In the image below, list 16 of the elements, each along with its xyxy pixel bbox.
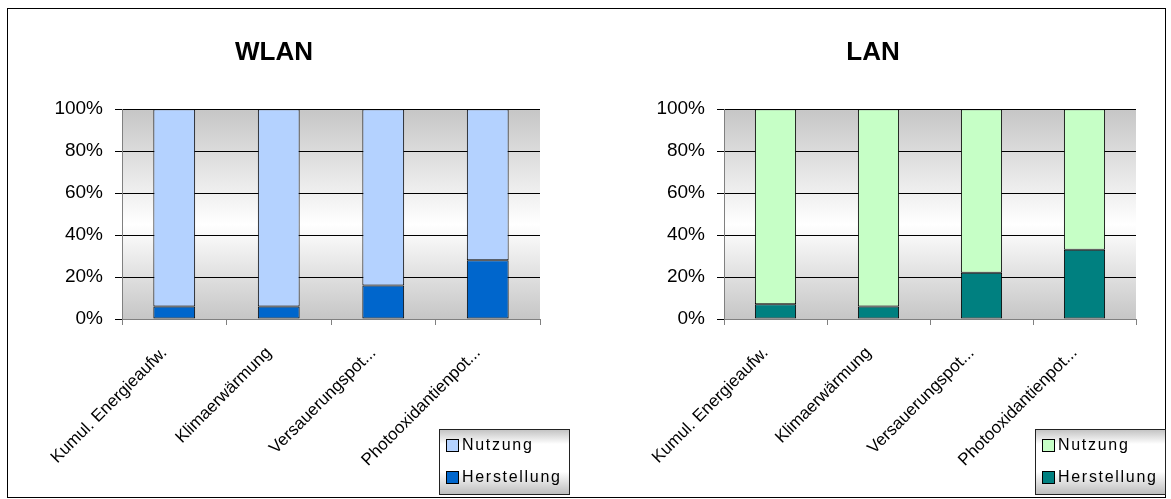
legend-label: Herstellung: [1058, 468, 1158, 486]
y-tick-label: 20%: [64, 265, 104, 287]
y-tick-label: 100%: [54, 97, 104, 119]
y-tick-label: 40%: [64, 223, 104, 245]
legend-label: Herstellung: [462, 468, 562, 486]
y-tick-label: 80%: [666, 139, 706, 161]
y-tick-label: 60%: [64, 181, 104, 203]
y-tick-label: 0%: [75, 307, 104, 329]
y-tick-label: 80%: [64, 139, 104, 161]
y-tick-label: 0%: [677, 307, 706, 329]
chart-title: LAN: [846, 35, 900, 66]
y-tick-label: 100%: [656, 97, 706, 119]
chart-title: WLAN: [235, 35, 313, 66]
y-tick-label: 40%: [666, 223, 706, 245]
y-tick-label: 60%: [666, 181, 706, 203]
y-tick-label: 20%: [666, 265, 706, 287]
